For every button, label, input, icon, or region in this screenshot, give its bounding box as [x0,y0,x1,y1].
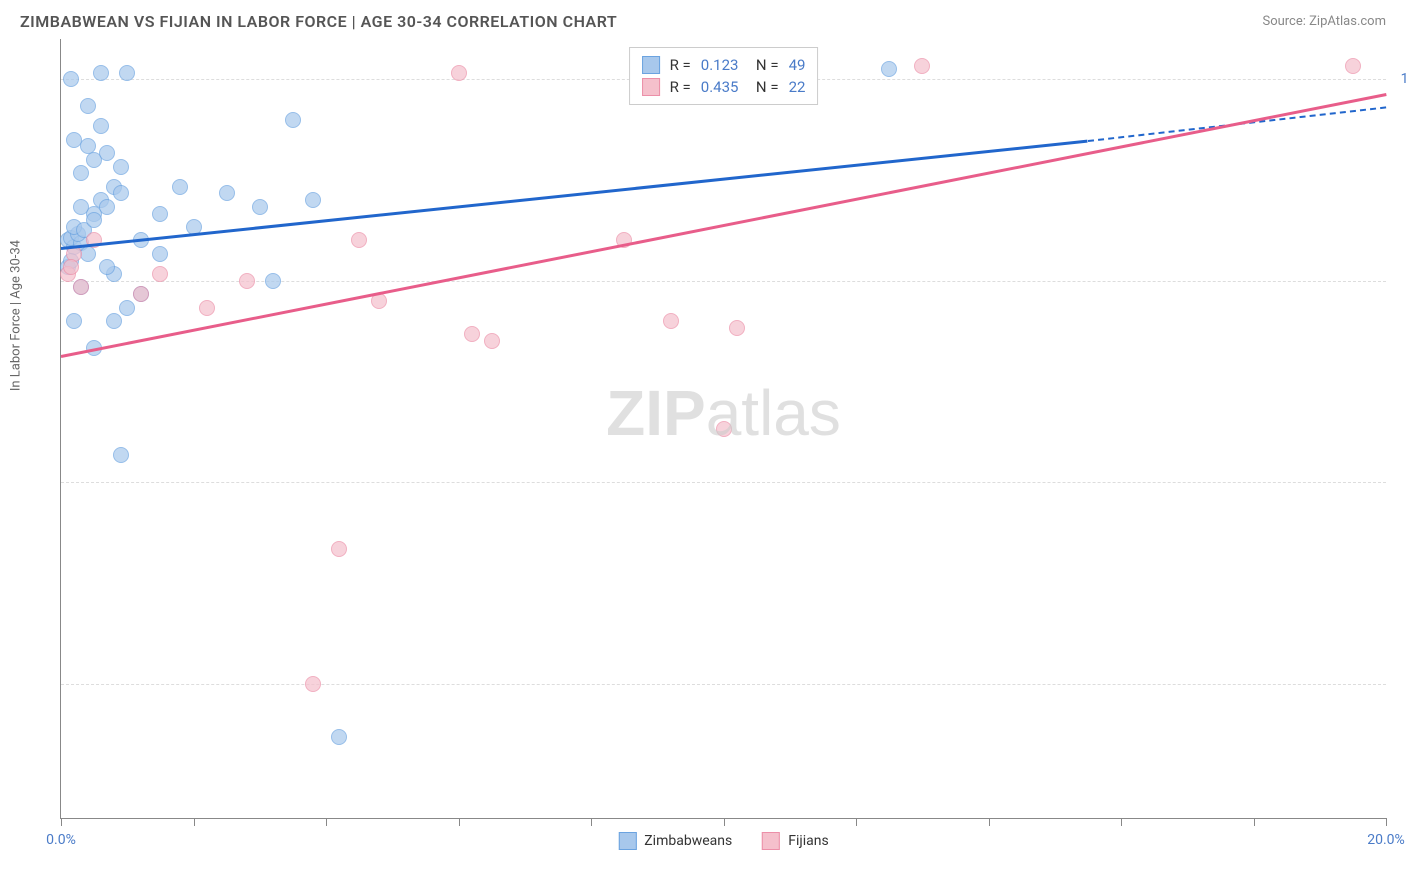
legend-swatch [642,56,660,74]
scatter-point [63,259,79,275]
scatter-point [729,320,745,336]
stats-legend-row: R = 0.435 N = 22 [642,76,806,98]
x-tick [856,818,857,826]
legend-label: Fijians [788,833,828,849]
scatter-point [73,199,89,215]
source-label: Source: ZipAtlas.com [1262,14,1386,29]
series-legend: Zimbabweans Fijians [618,832,828,850]
gridline [61,281,1386,282]
stats-legend-row: R = 0.123 N = 49 [642,54,806,76]
scatter-point [113,185,129,201]
stats-legend: R = 0.123 N = 49R = 0.435 N = 22 [629,47,819,105]
scatter-point [252,199,268,215]
y-tick-label: 100.0% [1391,71,1406,87]
x-tick [989,818,990,826]
y-tick-label: 70.0% [1391,474,1406,490]
scatter-point [73,165,89,181]
scatter-point [119,300,135,316]
legend-swatch [762,832,780,850]
n-label: N = [748,56,778,74]
legend-label: Zimbabweans [644,833,732,849]
x-tick [724,818,725,826]
scatter-point [63,71,79,87]
r-value: 0.123 [701,56,739,74]
scatter-point [133,286,149,302]
scatter-point [239,273,255,289]
r-label: R = [670,78,691,96]
y-tick-label: 55.0% [1391,676,1406,692]
x-tick-label: 0.0% [46,832,76,848]
scatter-point [1345,58,1361,74]
scatter-point [663,313,679,329]
gridline [61,684,1386,685]
scatter-point [172,179,188,195]
scatter-point [484,333,500,349]
scatter-point [265,273,281,289]
scatter-point [331,729,347,745]
scatter-point [152,246,168,262]
x-tick [459,818,460,826]
x-tick [194,818,195,826]
scatter-point [331,541,347,557]
chart-area: In Labor Force | Age 30-34 55.0%70.0%85.… [60,39,1386,819]
x-tick [591,818,592,826]
scatter-point [464,326,480,342]
scatter-point [152,266,168,282]
scatter-point [66,132,82,148]
x-tick [1386,818,1387,826]
trend-line [61,140,1088,250]
n-value: 22 [789,78,806,96]
scatter-point [99,259,115,275]
r-label: R = [670,56,691,74]
legend-item: Fijians [762,832,828,850]
x-tick [326,818,327,826]
legend-swatch [618,832,636,850]
scatter-point [219,185,235,201]
scatter-point [285,112,301,128]
scatter-point [93,118,109,134]
x-tick [61,818,62,826]
scatter-point [305,676,321,692]
scatter-point [113,159,129,175]
scatter-point [66,313,82,329]
legend-item: Zimbabweans [618,832,732,850]
x-tick-label: 20.0% [1367,832,1405,848]
x-tick [1121,818,1122,826]
scatter-point [119,65,135,81]
scatter-point [451,65,467,81]
scatter-point [305,192,321,208]
x-tick [1254,818,1255,826]
y-tick-label: 85.0% [1391,273,1406,289]
scatter-point [199,300,215,316]
scatter-point [113,447,129,463]
scatter-point [80,98,96,114]
scatter-point [152,206,168,222]
scatter-point [73,279,89,295]
scatter-point [351,232,367,248]
y-axis-label: In Labor Force | Age 30-34 [9,239,24,390]
plot-area: 55.0%70.0%85.0%100.0%0.0%20.0% [61,39,1386,818]
scatter-point [99,199,115,215]
n-value: 49 [789,56,806,74]
scatter-point [881,61,897,77]
scatter-point [914,58,930,74]
scatter-point [86,212,102,228]
scatter-point [106,313,122,329]
r-value: 0.435 [701,78,739,96]
n-label: N = [748,78,778,96]
scatter-point [716,421,732,437]
chart-title: ZIMBABWEAN VS FIJIAN IN LABOR FORCE | AG… [20,12,617,31]
gridline [61,482,1386,483]
legend-swatch [642,78,660,96]
scatter-point [99,145,115,161]
scatter-point [93,65,109,81]
